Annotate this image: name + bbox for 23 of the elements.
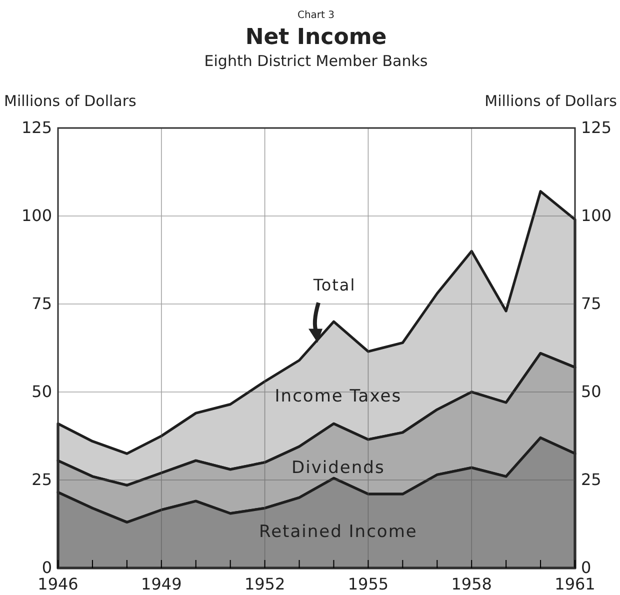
y-tick-label: 125 bbox=[21, 118, 52, 138]
series-label: Income Taxes bbox=[274, 386, 402, 407]
y2-tick-label: 50 bbox=[581, 382, 602, 402]
series-label: Dividends bbox=[292, 458, 385, 478]
y2-tick-label: 125 bbox=[581, 118, 612, 138]
y2-tick-label: 100 bbox=[581, 206, 612, 226]
x-tick-label: 1949 bbox=[141, 574, 182, 594]
chart-title: Net Income bbox=[245, 25, 387, 50]
y2-tick-label: 25 bbox=[581, 470, 602, 490]
caption: Chart 3 bbox=[297, 10, 335, 21]
chart-subtitle: Eighth District Member Banks bbox=[204, 52, 428, 70]
y2-tick-label: 75 bbox=[581, 294, 602, 314]
y-tick-label: 75 bbox=[32, 294, 52, 314]
annotation: Total bbox=[312, 276, 356, 295]
y-axis-title: Millions of Dollars bbox=[4, 92, 137, 110]
y-tick-label: 100 bbox=[21, 206, 52, 226]
x-tick-label: 1955 bbox=[348, 574, 389, 594]
y-tick-label: 50 bbox=[32, 382, 52, 402]
series-label: Retained Income bbox=[259, 522, 418, 542]
y2-axis-title: Millions of Dollars bbox=[484, 92, 618, 110]
y-tick-label: 25 bbox=[32, 470, 52, 490]
x-tick-label: 1958 bbox=[451, 574, 492, 594]
x-tick-label: 1952 bbox=[244, 574, 286, 594]
